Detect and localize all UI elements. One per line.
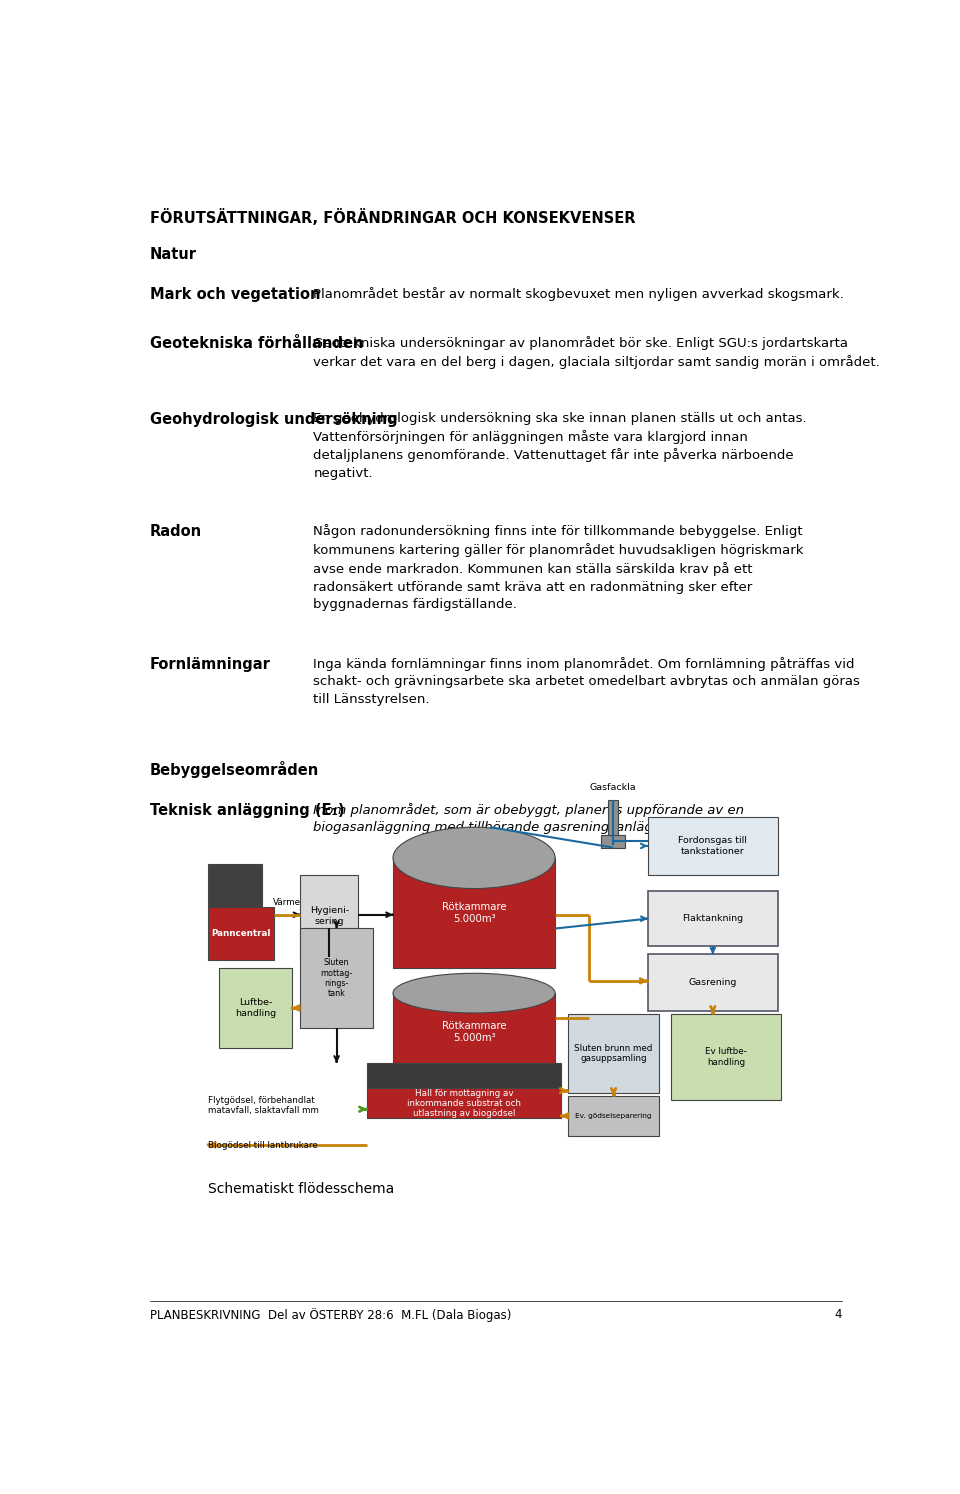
Text: Sluten brunn med
gasuppsamling: Sluten brunn med gasuppsamling bbox=[574, 1044, 653, 1064]
Text: Luftbe-
handling: Luftbe- handling bbox=[235, 998, 276, 1017]
Text: Geotekniska undersökningar av planområdet bör ske. Enligt SGU:s jordartskarta
ve: Geotekniska undersökningar av planområde… bbox=[313, 336, 880, 369]
Text: Hygieni-
sering: Hygieni- sering bbox=[310, 907, 348, 926]
FancyBboxPatch shape bbox=[367, 1062, 561, 1088]
FancyBboxPatch shape bbox=[601, 835, 625, 847]
FancyBboxPatch shape bbox=[648, 890, 778, 947]
Text: Fornlämningar: Fornlämningar bbox=[150, 657, 271, 672]
FancyBboxPatch shape bbox=[220, 968, 292, 1049]
FancyBboxPatch shape bbox=[609, 799, 617, 838]
Text: Panncentral: Panncentral bbox=[211, 929, 271, 938]
Text: Ev. gödselseparering: Ev. gödselseparering bbox=[575, 1113, 652, 1119]
Text: Ev luftbe-
handling: Ev luftbe- handling bbox=[705, 1047, 747, 1067]
Text: Någon radonundersökning finns inte för tillkommande bebyggelse. Enligt
kommunens: Någon radonundersökning finns inte för t… bbox=[313, 524, 804, 611]
Text: Rötkammare
5.000m³: Rötkammare 5.000m³ bbox=[442, 1022, 506, 1043]
Text: Flytgödsel, förbehandlat
matavfall, slaktavfall mm: Flytgödsel, förbehandlat matavfall, slak… bbox=[207, 1097, 319, 1116]
Text: En geohydrologisk undersökning ska ske innan planen ställs ut och antas.
Vattenf: En geohydrologisk undersökning ska ske i… bbox=[313, 412, 807, 480]
FancyBboxPatch shape bbox=[300, 875, 358, 958]
Text: Teknisk anläggning (E₁): Teknisk anläggning (E₁) bbox=[150, 802, 345, 817]
Text: PLANBESKRIVNING  Del av ÖSTERBY 28:6  M.FL (Dala Biogas): PLANBESKRIVNING Del av ÖSTERBY 28:6 M.FL… bbox=[150, 1307, 511, 1322]
Text: Mark och vegetation: Mark och vegetation bbox=[150, 287, 321, 302]
Text: Flaktankning: Flaktankning bbox=[683, 914, 743, 923]
Text: Hall för mottagning av
inkommande substrat och
utlastning av biogödsel: Hall för mottagning av inkommande substr… bbox=[407, 1089, 521, 1119]
Text: FÖRUTSÄTTNINGAR, FÖRÄNDRINGAR OCH KONSEKVENSER: FÖRUTSÄTTNINGAR, FÖRÄNDRINGAR OCH KONSEK… bbox=[150, 209, 636, 226]
Text: Natur: Natur bbox=[150, 247, 197, 261]
Text: Planområdet består av normalt skogbevuxet men nyligen avverkad skogsmark.: Planområdet består av normalt skogbevuxe… bbox=[313, 287, 844, 302]
Text: Gasrening: Gasrening bbox=[688, 979, 737, 988]
FancyBboxPatch shape bbox=[393, 858, 555, 968]
Ellipse shape bbox=[393, 973, 555, 1013]
Text: Fordonsgas till
tankstationer: Fordonsgas till tankstationer bbox=[679, 837, 747, 856]
Text: Sluten
mottag-
nings-
tank: Sluten mottag- nings- tank bbox=[321, 958, 352, 998]
Text: Rötkammare
5.000m³: Rötkammare 5.000m³ bbox=[442, 902, 506, 923]
Text: Värme: Värme bbox=[274, 898, 301, 907]
FancyBboxPatch shape bbox=[648, 817, 778, 875]
FancyBboxPatch shape bbox=[367, 1088, 561, 1119]
FancyBboxPatch shape bbox=[671, 1014, 780, 1100]
FancyBboxPatch shape bbox=[393, 994, 555, 1064]
Ellipse shape bbox=[393, 828, 555, 889]
Text: 4: 4 bbox=[834, 1307, 842, 1321]
Text: Geohydrologisk undersökning: Geohydrologisk undersökning bbox=[150, 412, 397, 427]
Text: Bebyggelseområden: Bebyggelseområden bbox=[150, 762, 319, 778]
FancyBboxPatch shape bbox=[300, 928, 372, 1028]
Text: Gasfackla: Gasfackla bbox=[589, 783, 636, 792]
Text: Inom planområdet, som är obebyggt, planeras uppförande av en
biogasanläggning me: Inom planområdet, som är obebyggt, plane… bbox=[313, 802, 744, 834]
Text: Inga kända fornlämningar finns inom planområdet. Om fornlämning påträffas vid
sc: Inga kända fornlämningar finns inom plan… bbox=[313, 657, 860, 705]
FancyBboxPatch shape bbox=[648, 955, 778, 1011]
Text: Schematiskt flödesschema: Schematiskt flödesschema bbox=[207, 1182, 394, 1197]
FancyBboxPatch shape bbox=[567, 1014, 660, 1094]
FancyBboxPatch shape bbox=[207, 865, 262, 907]
Text: Biogödsel till lantbrukare: Biogödsel till lantbrukare bbox=[207, 1141, 318, 1150]
FancyBboxPatch shape bbox=[207, 907, 275, 959]
Text: Radon: Radon bbox=[150, 524, 202, 539]
Text: Geotekniska förhållanden: Geotekniska förhållanden bbox=[150, 336, 363, 351]
FancyBboxPatch shape bbox=[567, 1097, 660, 1135]
